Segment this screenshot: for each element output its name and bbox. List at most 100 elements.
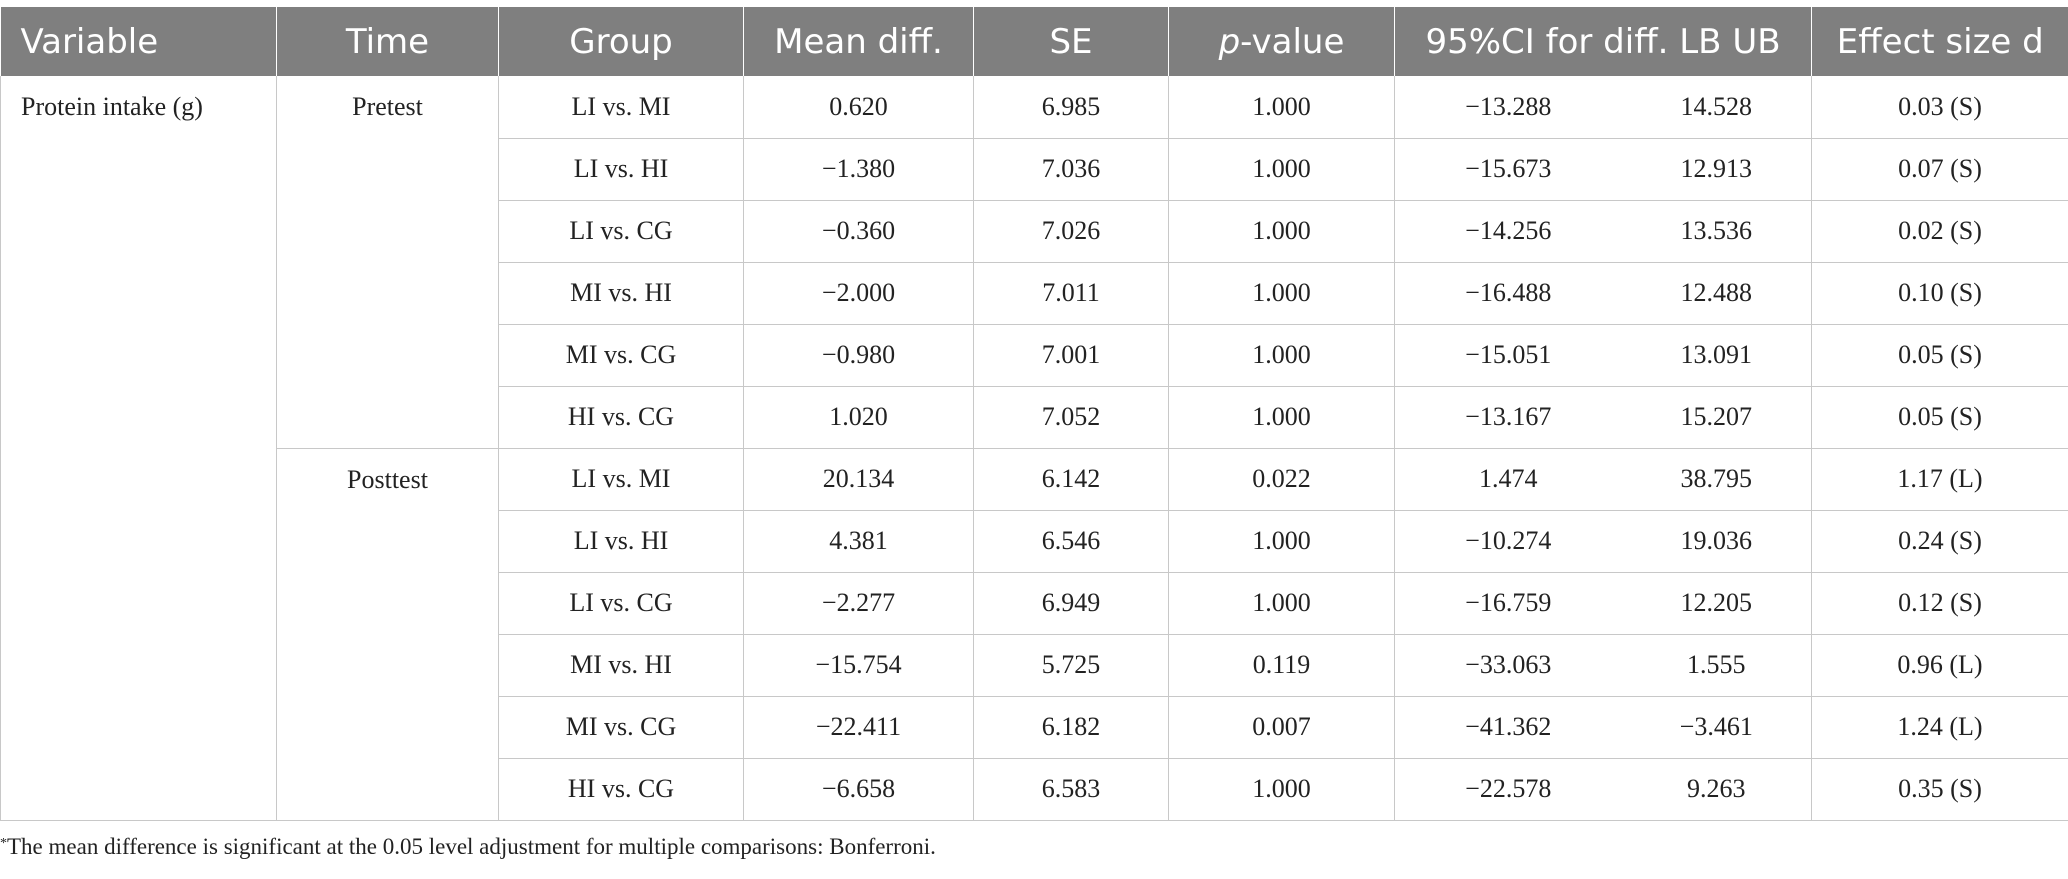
ci-lb-cell: −14.256 [1394, 200, 1622, 263]
header-variable: Variable [0, 7, 277, 76]
ci-ub-cell: 14.528 [1621, 76, 1812, 139]
ci-ub-cell: 38.795 [1621, 448, 1812, 511]
p-value-cell: 1.000 [1168, 572, 1395, 635]
se-cell: 6.142 [973, 448, 1169, 511]
se-cell: 6.182 [973, 696, 1169, 759]
table-row: Posttest LI vs. MI 20.134 6.142 0.022 1.474 38… [1, 448, 2068, 821]
p-value-cell: 1.000 [1168, 758, 1395, 821]
effect-size-cell: 0.10 (S) [1811, 262, 2068, 325]
p-value-cell: 1.000 [1168, 76, 1395, 139]
group-cell: MI vs. CG [498, 696, 744, 759]
ci-lb-cell: −13.288 [1394, 76, 1622, 139]
ci-lb-cell: −15.051 [1394, 324, 1622, 387]
table-row: Protein intake (g) Pretest LI vs. MI 0.620 6… [0, 76, 2068, 821]
mean-diff-cell: 0.620 [743, 76, 974, 139]
ci-ub-cell: 12.205 [1621, 572, 1812, 635]
footnote-marker: * [0, 836, 7, 851]
p-value-cell: 0.007 [1168, 696, 1395, 759]
effect-size-cell: 0.05 (S) [1811, 324, 2068, 387]
ci-lb-cell: −15.673 [1394, 138, 1622, 201]
ci-ub-cell: 15.207 [1621, 386, 1812, 449]
effect-size-cell: 0.35 (S) [1811, 758, 2068, 821]
header-time: Time [276, 7, 499, 76]
table-row: LI vs. CG −2.277 6.949 1.000 −16.759 12.205 0.… [1, 572, 2068, 635]
ci-lb-cell: −13.167 [1394, 386, 1622, 449]
ci-ub-cell: 13.091 [1621, 324, 1812, 387]
group-cell: LI vs. CG [498, 200, 744, 263]
mean-diff-cell: −0.360 [743, 200, 974, 263]
time-cell: Posttest [276, 448, 499, 821]
se-cell: 6.583 [973, 758, 1169, 821]
table-row: MI vs. CG −22.411 6.182 0.007 −41.362 −3.461 1… [1, 696, 2068, 759]
group-cell: MI vs. CG [498, 324, 744, 387]
mean-diff-cell: 4.381 [743, 510, 974, 573]
mean-diff-cell: −2.277 [743, 572, 974, 635]
header-mean-diff: Mean diff. [743, 7, 974, 76]
table-row: LI vs. HI 4.381 6.546 1.000 −10.274 19.036 0.2… [1, 510, 2068, 573]
se-cell: 6.949 [973, 572, 1169, 635]
p-value-cell: 1.000 [1168, 324, 1395, 387]
ci-ub-cell: 12.913 [1621, 138, 1812, 201]
se-cell: 7.026 [973, 200, 1169, 263]
table-row: MI vs. CG −0.980 7.001 1.000 −15.051 13.091 0.… [1, 324, 2068, 387]
ci-lb-cell: −41.362 [1394, 696, 1622, 759]
group-cell: LI vs. MI [498, 448, 744, 511]
effect-size-cell: 0.03 (S) [1811, 76, 2068, 139]
se-cell: 7.036 [973, 138, 1169, 201]
p-value-cell: 1.000 [1168, 510, 1395, 573]
effect-size-cell: 0.07 (S) [1811, 138, 2068, 201]
group-cell: MI vs. HI [498, 262, 744, 325]
p-value-cell: 1.000 [1168, 138, 1395, 201]
header-p-rest: -value [1240, 21, 1345, 62]
table-row: HI vs. CG 1.020 7.052 1.000 −13.167 15.207 0.0… [1, 386, 2068, 449]
se-cell: 6.985 [973, 76, 1169, 139]
mean-diff-cell: −1.380 [743, 138, 974, 201]
table-row: LI vs. HI −1.380 7.036 1.000 −15.673 12.913 0.… [1, 138, 2068, 201]
header-effect-size: Effect size d [1811, 7, 2068, 76]
mean-diff-cell: −0.980 [743, 324, 974, 387]
p-value-cell: 0.022 [1168, 448, 1395, 511]
header-ci: 95%CI for diff. LB UB [1394, 7, 1812, 76]
table-row: LI vs. CG −0.360 7.026 1.000 −14.256 13.536 0.… [1, 200, 2068, 263]
time-cell: Pretest [276, 76, 499, 449]
ci-ub-cell: 13.536 [1621, 200, 1812, 263]
effect-size-cell: 0.24 (S) [1811, 510, 2068, 573]
mean-diff-cell: 20.134 [743, 448, 974, 511]
effect-size-cell: 1.24 (L) [1811, 696, 2068, 759]
group-cell: MI vs. HI [498, 634, 744, 697]
ci-lb-cell: 1.474 [1394, 448, 1622, 511]
header-p-value: p-value [1168, 7, 1395, 76]
ci-ub-cell: 12.488 [1621, 262, 1812, 325]
se-cell: 7.001 [973, 324, 1169, 387]
mean-diff-cell: 1.020 [743, 386, 974, 449]
mean-diff-cell: −22.411 [743, 696, 974, 759]
mean-diff-cell: −15.754 [743, 634, 974, 697]
header-group: Group [498, 7, 744, 76]
header-row: Variable Time Group Mean diff. SE p-valu… [0, 7, 2068, 76]
ci-lb-cell: −22.578 [1394, 758, 1622, 821]
results-table: Variable Time Group Mean diff. SE p-valu… [0, 7, 2068, 821]
footnote-text: The mean difference is significant at th… [7, 834, 936, 859]
ci-ub-cell: −3.461 [1621, 696, 1812, 759]
p-value-cell: 1.000 [1168, 386, 1395, 449]
group-cell: LI vs. HI [498, 138, 744, 201]
group-cell: LI vs. HI [498, 510, 744, 573]
footnote: *The mean difference is significant at t… [0, 834, 936, 860]
se-cell: 7.052 [973, 386, 1169, 449]
p-value-cell: 1.000 [1168, 200, 1395, 263]
mean-diff-cell: −2.000 [743, 262, 974, 325]
ci-ub-cell: 1.555 [1621, 634, 1812, 697]
group-cell: LI vs. MI [498, 76, 744, 139]
ci-ub-cell: 9.263 [1621, 758, 1812, 821]
group-cell: LI vs. CG [498, 572, 744, 635]
mean-diff-cell: −6.658 [743, 758, 974, 821]
ci-lb-cell: −33.063 [1394, 634, 1622, 697]
se-cell: 6.546 [973, 510, 1169, 573]
ci-ub-cell: 19.036 [1621, 510, 1812, 573]
table-body: Protein intake (g) Pretest LI vs. MI 0.620 6… [0, 76, 2068, 821]
ci-lb-cell: −16.759 [1394, 572, 1622, 635]
ci-lb-cell: −10.274 [1394, 510, 1622, 573]
header-p-italic: p [1218, 21, 1241, 62]
ci-lb-cell: −16.488 [1394, 262, 1622, 325]
group-cell: HI vs. CG [498, 758, 744, 821]
